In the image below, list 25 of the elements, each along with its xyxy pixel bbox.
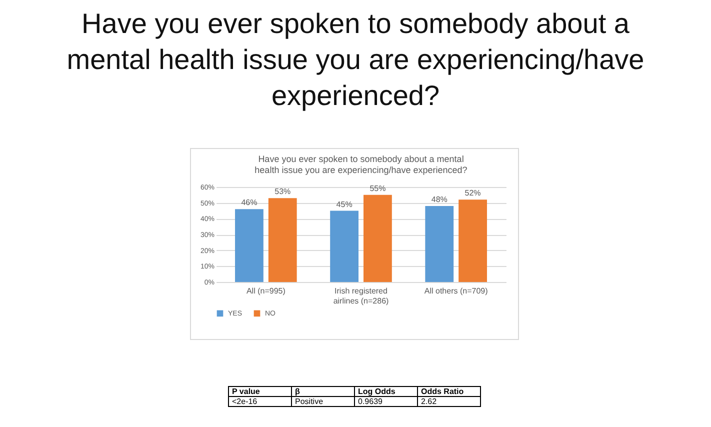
data-label: 48% xyxy=(431,195,448,204)
text: Odds Ratio xyxy=(418,386,480,396)
bar xyxy=(268,198,297,282)
data-label: 53% xyxy=(274,187,291,196)
text: Log Odds xyxy=(354,386,418,396)
text: β xyxy=(292,386,354,396)
text: <2e-16 xyxy=(228,396,292,406)
bar xyxy=(458,200,487,282)
x-tick-label: All (n=995) xyxy=(246,286,286,296)
text: 0.9639 xyxy=(354,396,418,406)
bar xyxy=(330,210,358,282)
bar xyxy=(235,209,264,282)
bar xyxy=(425,206,454,282)
text: P value xyxy=(228,386,292,396)
bar xyxy=(364,194,392,282)
data-label: 45% xyxy=(336,200,352,209)
data-label: 46% xyxy=(241,198,258,208)
x-tick-label: All others (n=709) xyxy=(424,286,488,296)
chart-title: Have you ever spoken to somebody about a mental health issue you are experiencing/have experienced? xyxy=(66,7,646,113)
chart-subtitle: Have you ever spoken to somebody about a mental health issue you are experiencing/have experienced? xyxy=(254,154,468,175)
x-tick-label: Irish registered airlines (n=286) xyxy=(333,286,390,306)
data-label: 55% xyxy=(370,184,386,193)
data-label: 52% xyxy=(464,188,481,198)
text: 2.62 xyxy=(418,396,480,406)
text: Positive xyxy=(292,396,354,406)
